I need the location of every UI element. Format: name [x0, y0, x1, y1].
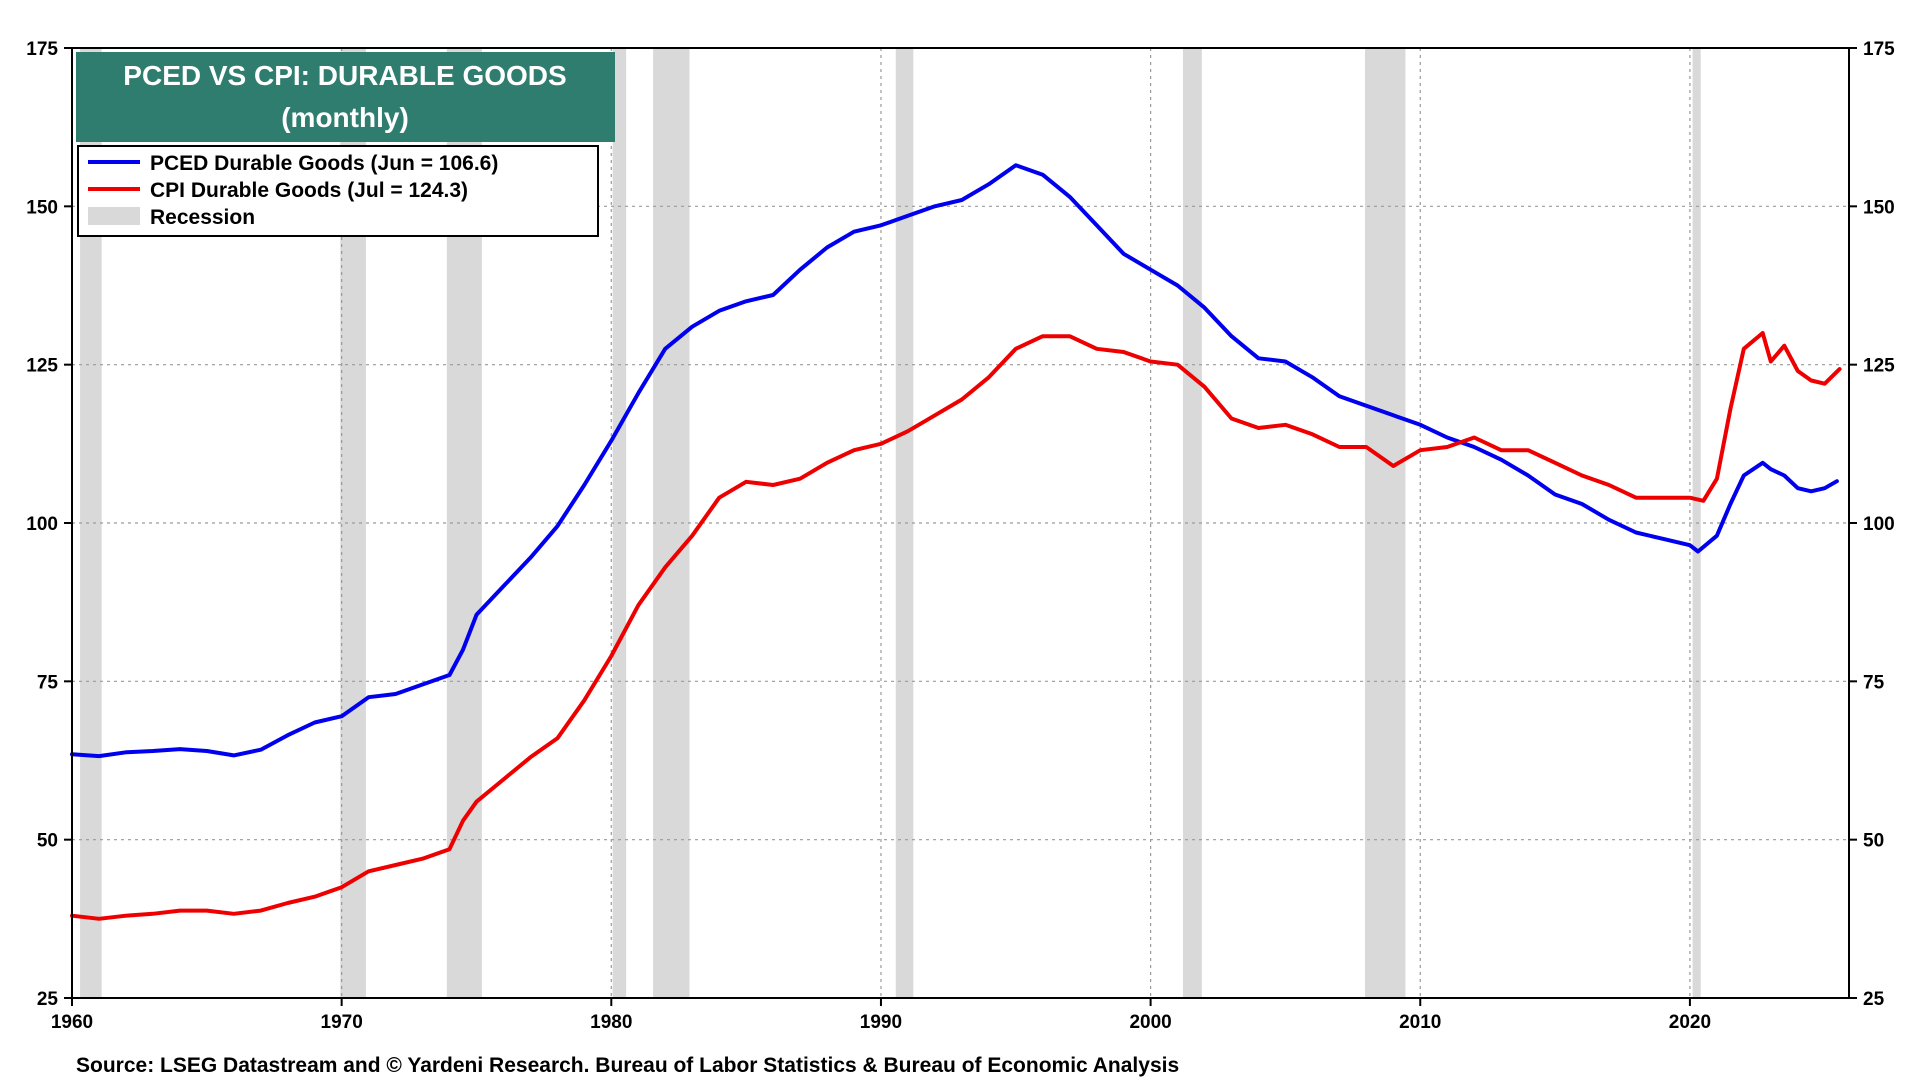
y-tick-label-left-100: 100 [26, 514, 58, 535]
y-tick-label-right-125: 125 [1863, 356, 1895, 377]
legend-label-pced: PCED Durable Goods (Jun = 106.6) [150, 152, 498, 175]
title-background [76, 52, 615, 142]
recession-band-7 [1364, 48, 1406, 998]
legend-label-recession: Recession [150, 206, 255, 229]
x-tick-label-2000: 2000 [1129, 1012, 1171, 1033]
y-tick-label-right-50: 50 [1863, 831, 1884, 852]
x-tick-label-1980: 1980 [590, 1012, 632, 1033]
axes: 25 25 50 50 75 75 100 100 125 125 150 150 175 175 1960… [26, 39, 1895, 1033]
legend-swatch-recession [88, 207, 140, 225]
recession-band-0 [80, 48, 102, 998]
source-note: Source: LSEG Datastream and © Yardeni Re… [76, 1054, 1179, 1077]
legend-label-cpi: CPI Durable Goods (Jul = 124.3) [150, 179, 468, 202]
y-tick-label-right-150: 150 [1863, 197, 1895, 218]
y-tick-label-left-125: 125 [26, 356, 58, 377]
y-tick-label-right-75: 75 [1863, 672, 1885, 693]
y-tick-label-right-175: 175 [1863, 39, 1895, 60]
series-line-cpi [70, 331, 1842, 921]
y-tick-label-right-100: 100 [1863, 514, 1895, 535]
x-tick-label-1990: 1990 [860, 1012, 902, 1033]
legend: PCED Durable Goods (Jun = 106.6) CPI Dur… [77, 145, 599, 237]
x-tick-label-2020: 2020 [1669, 1012, 1711, 1033]
legend-frame [77, 145, 599, 237]
x-tick-label-2010: 2010 [1399, 1012, 1441, 1033]
recession-band-4 [653, 48, 690, 998]
recession-band-5 [895, 48, 914, 998]
series-line-pced [70, 163, 1839, 759]
y-tick-label-left-50: 50 [37, 831, 58, 852]
chart-title: PCED VS CPI: DURABLE GOODS [123, 60, 566, 91]
y-tick-label-right-25: 25 [1863, 989, 1885, 1010]
x-tick-label-1970: 1970 [321, 1012, 363, 1033]
title-box: PCED VS CPI: DURABLE GOODS (monthly) [76, 52, 615, 142]
y-tick-label-left-25: 25 [37, 989, 59, 1010]
data-series [70, 163, 1842, 921]
y-tick-label-left-75: 75 [37, 672, 59, 693]
y-tick-label-left-150: 150 [26, 197, 58, 218]
x-tick-label-1960: 1960 [51, 1012, 93, 1033]
chart-subtitle: (monthly) [281, 102, 409, 133]
y-tick-label-left-175: 175 [26, 39, 58, 60]
